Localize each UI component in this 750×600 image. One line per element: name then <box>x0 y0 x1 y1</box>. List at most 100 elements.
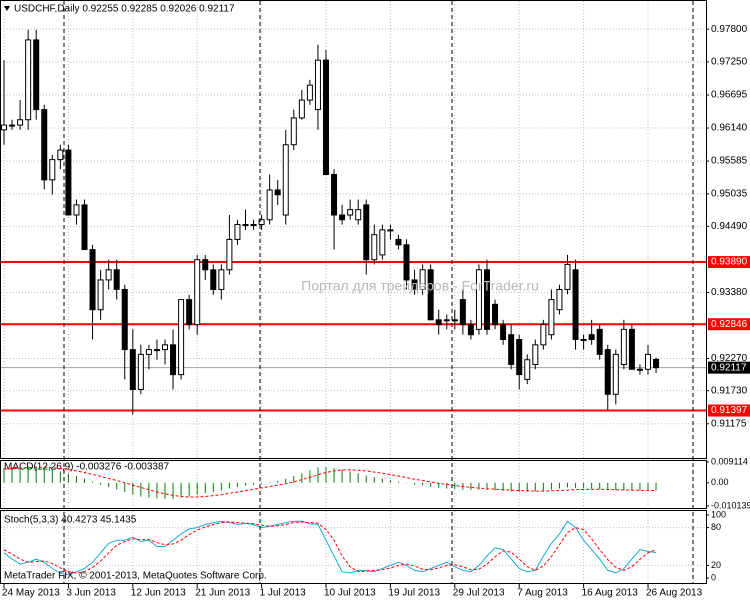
candle-body <box>347 209 354 216</box>
macd-panel-frame <box>0 460 707 509</box>
candle-body <box>419 269 426 290</box>
candle-body <box>186 299 193 326</box>
candle-body <box>484 269 490 330</box>
y-tick-label: 0.96140 <box>711 123 748 134</box>
x-tick-label: 29 Jul 2013 <box>453 588 505 599</box>
level-label: 0.92846 <box>711 319 748 330</box>
y-tick-label: 0.95585 <box>711 156 748 167</box>
candle-body <box>242 224 249 227</box>
y-tick-label: 0.97800 <box>711 24 748 35</box>
y-tick-label: 0 <box>711 572 716 582</box>
candle-body <box>290 117 297 146</box>
candle-body <box>331 174 338 216</box>
candle-body <box>33 39 40 111</box>
indicator-line <box>3 521 657 574</box>
main-panel-frame <box>0 0 707 459</box>
candle-body <box>580 338 587 341</box>
y-tick-label: 80 <box>711 522 721 532</box>
candle-body <box>596 328 603 355</box>
candle-body <box>234 224 241 240</box>
candle-body <box>524 359 531 380</box>
candle-body <box>427 269 434 321</box>
candle-body <box>25 39 32 121</box>
candle-body <box>620 328 627 365</box>
candle-body <box>266 189 273 221</box>
y-tick-label: 0.93380 <box>711 287 748 298</box>
candle-body <box>121 288 128 351</box>
candle-body <box>556 288 563 311</box>
x-tick-label: 21 Jun 2013 <box>195 588 250 599</box>
candle-body <box>500 324 507 340</box>
level-label-box <box>708 404 750 417</box>
candle-body <box>435 319 442 326</box>
candle-body <box>645 353 651 370</box>
level-label: 0.93890 <box>711 257 748 268</box>
x-tick-label: 12 Jun 2013 <box>131 588 186 599</box>
candle-body <box>508 334 515 365</box>
level-label-box <box>708 256 750 269</box>
candle-body <box>475 269 482 330</box>
candle-body <box>162 344 168 351</box>
candle-body <box>387 229 394 232</box>
candle-body <box>532 344 539 365</box>
y-tick-label: 0.94490 <box>711 221 748 232</box>
frames <box>0 0 707 584</box>
indicator-line <box>3 520 657 576</box>
candle-body <box>323 59 329 176</box>
x-tick-label: 24 May 2013 <box>2 588 60 599</box>
candle-body <box>564 263 571 290</box>
candle-body <box>202 259 209 271</box>
candle-body <box>628 328 635 370</box>
y-tick-label: 0.00 <box>711 477 729 487</box>
candle-body <box>65 149 72 216</box>
chart-title: USDCHF,Daily 0.92255 0.92285 0.92026 0.9… <box>14 4 235 15</box>
candle-body <box>371 234 378 261</box>
candle-body <box>572 269 579 340</box>
y-tick-label: 20 <box>711 560 721 570</box>
candle-body <box>588 334 595 340</box>
y-tick-label: 0.009114 <box>711 456 748 466</box>
candle-body <box>540 324 547 346</box>
y-tick-label: 0.91175 <box>711 418 747 429</box>
candle-body <box>73 204 80 216</box>
level-label-box <box>708 318 750 331</box>
watermark: Портал для трейдеров - ForTrader.ru <box>301 278 539 294</box>
candle-body <box>113 269 120 290</box>
candle-body <box>17 119 24 126</box>
level-label: 0.91397 <box>711 405 748 416</box>
x-tick-label: 1 Jul 2013 <box>260 588 307 599</box>
candle-body <box>49 159 56 181</box>
candle-body <box>604 349 611 395</box>
candle-body <box>459 299 466 326</box>
candle-body <box>145 349 152 355</box>
y-tick-label: 0.92270 <box>711 353 748 364</box>
candle-body <box>1 124 7 131</box>
candle-body <box>363 204 370 261</box>
candle-body <box>306 84 313 101</box>
x-tick-label: 26 Aug 2013 <box>646 588 703 599</box>
candle-body <box>379 229 386 256</box>
x-tick-label: 16 Aug 2013 <box>582 588 639 599</box>
candle-body <box>467 324 474 336</box>
candle-body <box>314 59 321 111</box>
candle-body <box>636 368 643 371</box>
x-tick-label: 7 Aug 2013 <box>517 588 568 599</box>
x-tick-label: 10 Jul 2013 <box>324 588 376 599</box>
candle-body <box>9 124 16 127</box>
candle-body <box>41 109 48 181</box>
indicator-title: MACD(12,26,9) -0.003276 -0.003387 <box>4 462 170 473</box>
candle-body <box>250 224 257 227</box>
y-tick-label: 100 <box>711 509 726 519</box>
y-tick-label: 0.96695 <box>711 90 748 101</box>
indicator-title: Stoch(5,3,3) 40.4273 45.1435 <box>4 515 137 526</box>
candle-body <box>298 99 305 119</box>
candle-body <box>451 319 458 322</box>
candle-body <box>218 269 225 290</box>
candle-body <box>210 269 217 290</box>
y-tick-label: 0.97250 <box>711 57 748 68</box>
candle-body <box>355 209 362 221</box>
candle-body <box>282 144 289 216</box>
candle-body <box>443 319 450 322</box>
